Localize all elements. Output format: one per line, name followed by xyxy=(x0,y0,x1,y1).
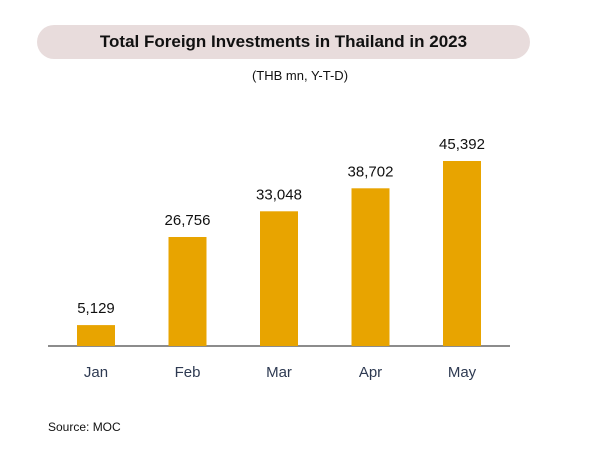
data-label-feb: 26,756 xyxy=(165,212,211,229)
bar-mar xyxy=(260,211,298,346)
x-tick-label-feb: Feb xyxy=(175,364,201,381)
x-tick-label-jan: Jan xyxy=(84,364,108,381)
chart-subtitle: (THB mn, Y-T-D) xyxy=(251,68,349,83)
data-label-jan: 5,129 xyxy=(77,300,115,317)
bar-feb xyxy=(168,237,207,346)
source-note: Source: MOC xyxy=(48,420,121,434)
x-tick-label-apr: Apr xyxy=(359,364,382,381)
data-label-apr: 38,702 xyxy=(348,163,394,180)
x-tick-label-mar: Mar xyxy=(266,364,292,381)
bar-may xyxy=(443,161,481,346)
data-label-mar: 33,048 xyxy=(256,186,302,203)
data-label-may: 45,392 xyxy=(439,136,485,153)
bar-jan xyxy=(77,325,115,346)
x-tick-label-may: May xyxy=(448,364,477,381)
chart-title-banner: Total Foreign Investments in Thailand in… xyxy=(37,25,530,59)
chart-title: Total Foreign Investments in Thailand in… xyxy=(99,32,468,51)
bar-apr xyxy=(351,188,390,346)
